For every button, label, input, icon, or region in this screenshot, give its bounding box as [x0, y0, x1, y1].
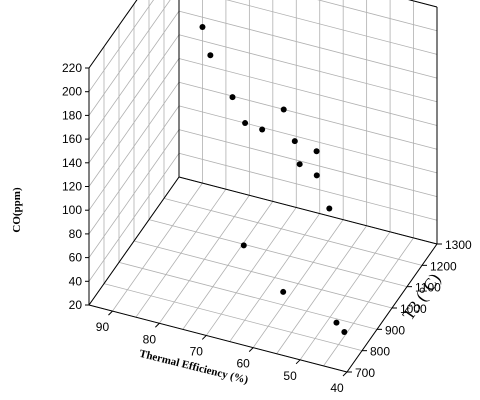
tick-labels: 20 40 60 80 100 120 140 160 180 200 220 90 80 70 60 50 4…: [62, 61, 472, 395]
data-points: [199, 23, 348, 335]
x-tick-label: 90: [96, 320, 110, 334]
grid-line: [88, 34, 180, 164]
y-tick-label: 900: [385, 323, 405, 337]
x-tick-mark: [201, 335, 207, 340]
grid-line: [103, 283, 363, 352]
data-point: [199, 23, 206, 30]
grid-line: [178, 152, 438, 221]
grid-line: [88, 10, 180, 140]
z-tick-label: 180: [62, 108, 82, 122]
x-tick-label: 70: [190, 344, 204, 358]
y-tick-label: 1100: [415, 281, 441, 295]
y-tick-label: 1000: [400, 302, 427, 316]
data-point: [341, 328, 348, 335]
grid-line: [178, 10, 438, 79]
grid-line: [118, 261, 378, 330]
data-point: [229, 94, 236, 101]
y-tick-label: 700: [355, 366, 375, 380]
grid-line: [88, 105, 180, 235]
z-tick-label: 20: [69, 298, 83, 312]
data-point: [242, 120, 249, 127]
axis-edge: [88, 176, 180, 306]
z-tick-label: 80: [69, 227, 83, 241]
x-tick-mark: [248, 347, 254, 352]
grid-line: [163, 197, 423, 266]
data-point: [280, 288, 287, 295]
axis-edge: [408, 0, 438, 8]
x-tick-mark: [108, 310, 113, 316]
z-tick-label: 160: [62, 132, 82, 146]
grid-line: [133, 240, 393, 309]
grid-line: [178, 129, 438, 197]
grid-line: [88, 81, 180, 211]
data-point: [313, 172, 320, 179]
grid-lines: [88, 0, 438, 373]
data-point: [259, 126, 266, 133]
z-tick-label: 220: [62, 61, 82, 75]
x-tick-mark: [295, 359, 301, 365]
data-point: [333, 319, 340, 326]
grid-line: [148, 219, 408, 288]
z-tick-label: 120: [62, 180, 82, 194]
x-tick-mark: [155, 322, 160, 328]
grid-line: [88, 0, 171, 116]
x-tick-label: 80: [143, 332, 157, 346]
grid-line: [88, 153, 180, 282]
grid-line: [178, 58, 438, 126]
x-tick-label: 50: [283, 369, 297, 383]
z-tick-label: 60: [69, 251, 83, 265]
y-tick-label: 1300: [445, 238, 472, 252]
y-tick-label: 1200: [430, 259, 457, 273]
grid-line: [317, 0, 438, 32]
z-tick-label: 200: [62, 85, 82, 99]
data-point: [207, 52, 214, 59]
grid-line: [408, 0, 438, 8]
data-point: [296, 161, 303, 168]
axis-edge: [178, 176, 438, 245]
data-point: [280, 106, 287, 113]
y-tick-label: 800: [370, 345, 390, 359]
data-point: [291, 138, 298, 145]
z-tick-label: 40: [69, 274, 83, 288]
axes-frame: [85, 0, 442, 377]
axis-edge: [88, 304, 348, 373]
data-point: [240, 242, 247, 249]
grid-line: [178, 34, 438, 103]
data-point: [326, 205, 333, 212]
x-tick-label: 40: [330, 381, 344, 395]
grid-line: [88, 129, 180, 258]
grid-line: [88, 58, 180, 187]
grid-line: [225, 0, 438, 55]
x-tick-mark: [342, 371, 348, 377]
axis-edge: [88, 0, 138, 69]
data-point: [313, 148, 320, 155]
grid-line: [178, 105, 438, 174]
z-tick-label: 140: [62, 156, 82, 170]
grid-line: [178, 81, 438, 150]
z-tick-label: 100: [62, 203, 82, 217]
grid-line: [88, 0, 154, 92]
z-axis-title: CO(ppm): [11, 187, 23, 233]
x-tick-label: 60: [237, 357, 251, 371]
